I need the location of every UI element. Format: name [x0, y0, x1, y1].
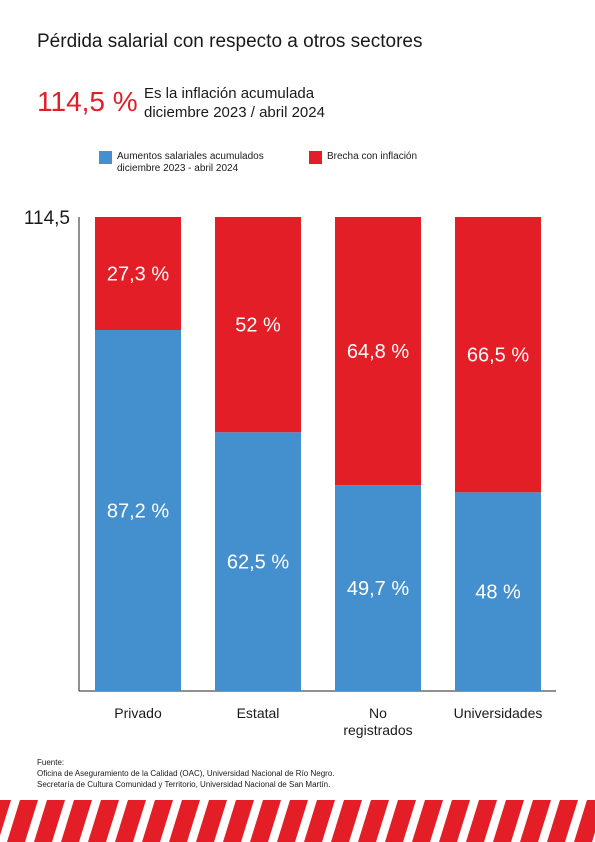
bar-brecha-0 [95, 217, 181, 331]
source-line-1: Oficina de Aseguramiento de la Calidad (… [37, 769, 335, 778]
chart-title: Pérdida salarial con respecto a otros se… [37, 31, 423, 52]
legend-label-line-1: Aumentos salariales acumulados [117, 151, 264, 162]
data-label-aumentos-1: 62,5 % [227, 552, 289, 574]
stripe [34, 800, 65, 842]
stripe [493, 800, 524, 842]
x-tick-label-2-line-2: registrados [343, 722, 412, 738]
data-label-brecha-2: 64,8 % [347, 341, 409, 363]
stripe [61, 800, 92, 842]
bar-brecha-3 [455, 217, 541, 493]
inflation-description-line-1: Es la inflación acumulada [144, 85, 315, 102]
stripe [196, 800, 227, 842]
data-label-aumentos-2: 49,7 % [347, 578, 409, 600]
y-tick-label-max: 114,5 [24, 208, 70, 229]
stripe [358, 800, 389, 842]
stripe [574, 800, 595, 842]
source-note: Fuente: Oficina de Aseguramiento de la C… [37, 757, 334, 790]
stripe [142, 800, 173, 842]
source-heading: Fuente: [37, 758, 65, 767]
bar-brecha-1 [215, 217, 301, 433]
stripe [304, 800, 335, 842]
stripe [277, 800, 308, 842]
stripe [7, 800, 38, 842]
inflation-value: 114,5 % [37, 86, 138, 117]
bar-brecha-2 [335, 217, 421, 486]
x-tick-label-3: Universidades [454, 705, 543, 721]
legend-item-aumentos: Aumentos salariales acumulados diciembre… [99, 151, 264, 175]
inflation-description: Es la inflación acumulada diciembre 2023… [144, 84, 325, 122]
decorative-stripes [0, 800, 595, 842]
legend-label-brecha: Brecha con inflación [327, 151, 418, 162]
stripe [412, 800, 443, 842]
x-tick-label-2-line-1: No [369, 705, 387, 721]
stripe [88, 800, 119, 842]
stacked-bar-chart: 114,5 87,2 % 27,3 % Privado 62,5 % 52 % Estata… [24, 208, 556, 738]
stripe [115, 800, 146, 842]
legend-swatch-blue [99, 151, 112, 164]
legend-item-brecha: Brecha con inflación [309, 151, 417, 164]
stripe [250, 800, 281, 842]
x-tick-label-1: Estatal [237, 705, 280, 721]
x-tick-label-0: Privado [114, 705, 162, 721]
stripe [520, 800, 551, 842]
legend-label-line-2: diciembre 2023 - abril 2024 [117, 163, 239, 174]
bar-aumentos-0 [95, 330, 181, 691]
legend-label-aumentos: Aumentos salariales acumulados diciembre… [117, 151, 264, 175]
legend-swatch-red [309, 151, 322, 164]
stripe [331, 800, 362, 842]
data-label-brecha-3: 66,5 % [467, 345, 529, 367]
bar-aumentos-3 [455, 492, 541, 691]
bar-aumentos-2 [335, 485, 421, 691]
stripe [439, 800, 470, 842]
data-label-brecha-0: 27,3 % [107, 264, 169, 286]
inflation-description-line-2: diciembre 2023 / abril 2024 [144, 104, 325, 121]
data-label-aumentos-3: 48 % [475, 582, 521, 604]
data-label-aumentos-0: 87,2 % [107, 501, 169, 523]
stripe [385, 800, 416, 842]
stripe [169, 800, 200, 842]
source-line-2: Secretaría de Cultura Comunidad y Territ… [37, 780, 331, 789]
bar-aumentos-1 [215, 432, 301, 691]
stripe [547, 800, 578, 842]
stripe [223, 800, 254, 842]
data-label-brecha-1: 52 % [235, 315, 281, 337]
stripe [466, 800, 497, 842]
